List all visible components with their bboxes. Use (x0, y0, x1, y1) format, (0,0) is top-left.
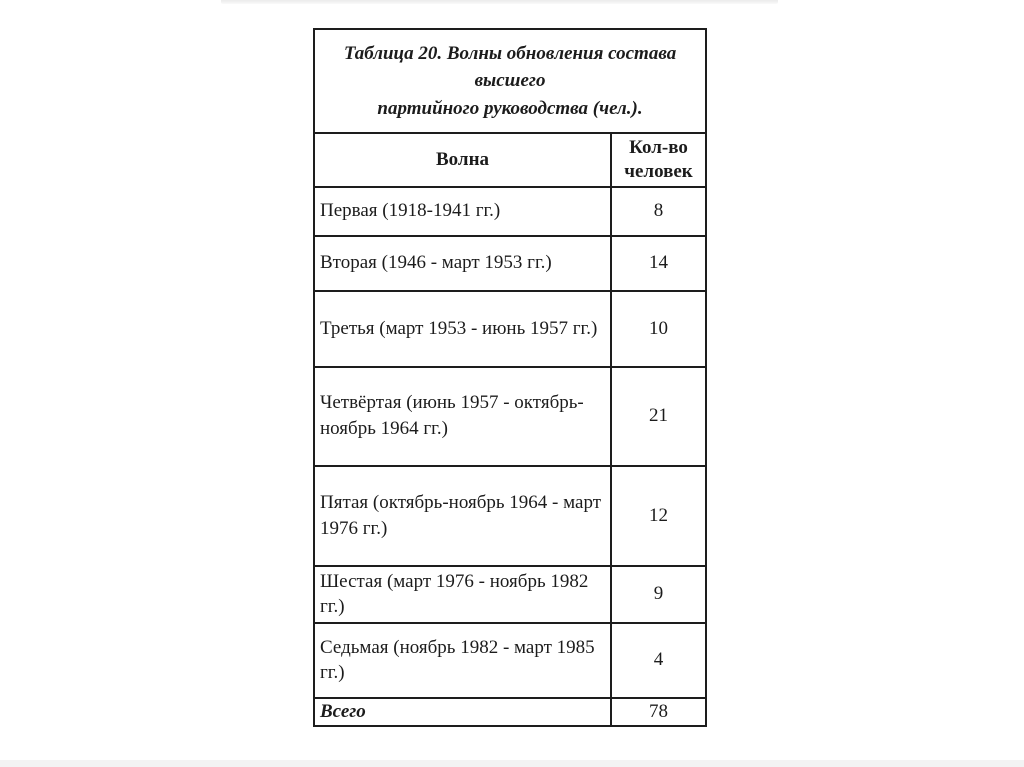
wave-cell: Вторая (1946 - март 1953 гг.) (313, 234, 612, 292)
table-row: Седьмая (ноябрь 1982 - март 1985 гг.) 4 (313, 621, 708, 699)
table-total-row: Всего 78 (313, 696, 708, 727)
wave-cell: Пятая (октябрь-ноябрь 1964 - март 1976 г… (313, 464, 612, 567)
count-cell: 9 (609, 564, 708, 624)
table-row: Первая (1918-1941 гг.) 8 (313, 185, 708, 237)
table-row: Четвёртая (июнь 1957 - октябрь-ноябрь 19… (313, 365, 708, 467)
wave-cell: Четвёртая (июнь 1957 - октябрь-ноябрь 19… (313, 365, 612, 467)
waves-table: Таблица 20. Волны обновления состава выс… (312, 28, 708, 727)
table-caption-row: Таблица 20. Волны обновления состава выс… (312, 28, 708, 134)
table-row: Шестая (март 1976 - ноябрь 1982 гг.) 9 (313, 564, 708, 624)
total-count: 78 (609, 696, 708, 727)
table-row: Пятая (октябрь-ноябрь 1964 - март 1976 г… (313, 464, 708, 567)
count-cell: 8 (609, 185, 708, 237)
table-caption-line1: Таблица 20. Волны обновления состава выс… (343, 42, 677, 92)
page-bottom-edge (0, 760, 1024, 767)
table-caption: Таблица 20. Волны обновления состава выс… (312, 28, 708, 134)
wave-cell: Первая (1918-1941 гг.) (313, 185, 612, 237)
total-label: Всего (313, 696, 612, 727)
page-top-edge (221, 0, 778, 4)
table-header-row: Волна Кол-во человек (313, 132, 708, 188)
count-cell: 12 (609, 464, 708, 567)
table-row: Вторая (1946 - март 1953 гг.) 14 (313, 234, 708, 292)
table-row: Третья (март 1953 - июнь 1957 гг.) 10 (313, 289, 708, 368)
count-cell: 4 (609, 621, 708, 699)
count-cell: 21 (609, 365, 708, 467)
wave-cell: Седьмая (ноябрь 1982 - март 1985 гг.) (313, 621, 612, 699)
table-caption-line2: партийного руководства (чел.). (377, 97, 643, 119)
column-header-count: Кол-во человек (609, 132, 708, 188)
count-cell: 10 (609, 289, 708, 368)
count-cell: 14 (609, 234, 708, 292)
wave-cell: Шестая (март 1976 - ноябрь 1982 гг.) (313, 564, 612, 624)
column-header-wave: Волна (313, 132, 612, 188)
wave-cell: Третья (март 1953 - июнь 1957 гг.) (313, 289, 612, 368)
